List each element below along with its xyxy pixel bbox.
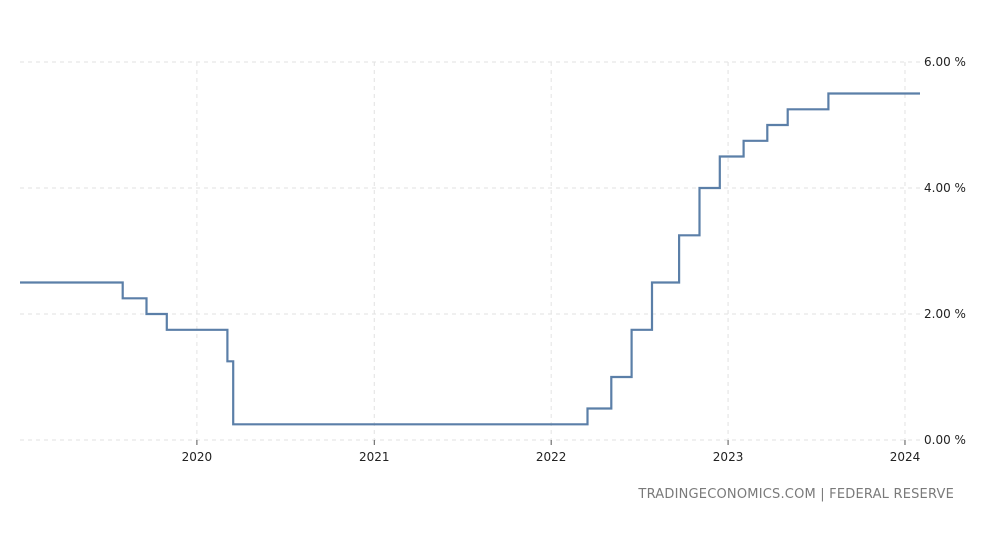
- series-group: [20, 92, 920, 426]
- x-tick-label: 2022: [536, 450, 567, 464]
- y-axis-ticks: 0.00 % 2.00 % 4.00 % 6.00 %: [924, 55, 966, 447]
- y-tick-label: 4.00 %: [924, 181, 966, 195]
- x-tick-label: 2020: [182, 450, 213, 464]
- y-tick-label: 0.00 %: [924, 433, 966, 447]
- source-credit: TRADINGECONOMICS.COM | FEDERAL RESERVE: [638, 487, 954, 502]
- series-line: [20, 92, 920, 426]
- x-tick-label: 2023: [713, 450, 744, 464]
- y-tick-label: 2.00 %: [924, 307, 966, 321]
- y-tick-label: 6.00 %: [924, 55, 966, 69]
- grid-lines: [20, 61, 920, 441]
- x-tick-label: 2024: [890, 450, 921, 464]
- x-axis-ticks: 2020 2021 2022 2023 2024: [182, 440, 921, 464]
- x-tick-label: 2021: [359, 450, 390, 464]
